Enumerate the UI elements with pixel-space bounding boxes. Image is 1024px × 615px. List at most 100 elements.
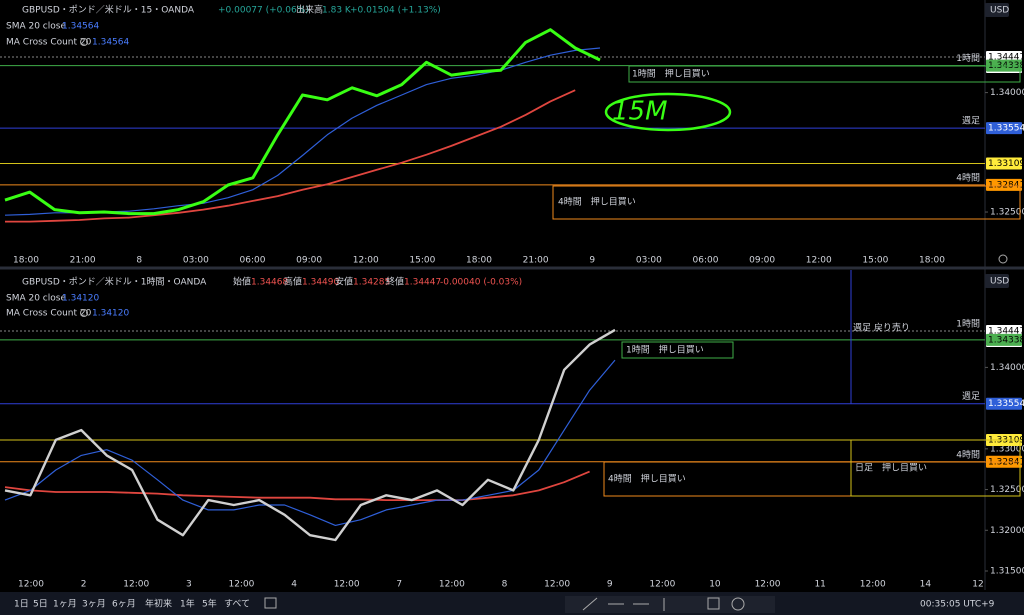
level-name: 4時間 [956, 172, 980, 183]
tool-icon[interactable] [707, 597, 720, 610]
x-tick-label: 4 [291, 580, 297, 590]
hide-icon[interactable] [80, 38, 88, 46]
currency: USD [990, 277, 1009, 287]
range-button[interactable]: 年初来 [145, 598, 172, 610]
tool-icon[interactable] [582, 597, 598, 611]
x-tick-label: 14 [920, 580, 932, 590]
hide-icon[interactable] [80, 309, 88, 317]
high: 1.34490 [302, 278, 339, 288]
symbol-title: GBPUSD・ポンド／米ドル・15・OANDA [22, 4, 195, 16]
range-button[interactable]: 5日 [33, 599, 48, 610]
x-tick-label: 7 [396, 580, 402, 590]
open-label: 始値 [233, 276, 251, 288]
x-tick-label: 12 [972, 580, 983, 590]
price-tag [986, 333, 1022, 346]
drawing-tools [565, 596, 775, 613]
x-tick-label: 10 [709, 580, 721, 590]
level-name: 週足 [962, 116, 980, 127]
x-tick-label: 15:00 [409, 256, 435, 266]
annotation-box [628, 65, 1021, 83]
price-tag [986, 157, 1022, 170]
price-tag-label: 1.33109 [988, 159, 1024, 169]
price-tag-label: 1.33554 [988, 124, 1024, 134]
range-button[interactable]: 3ヶ月 [82, 599, 106, 610]
price-tag-label: 1.34338 [988, 335, 1024, 345]
price-tag-label: 1.34447 [988, 326, 1024, 336]
x-tick-label: 18:00 [919, 256, 945, 266]
y-tick-label: 1.32500 [990, 208, 1024, 218]
annotation-box [552, 185, 1021, 220]
high-label: 高値 [284, 276, 302, 288]
x-tick-label: 15:00 [862, 256, 888, 266]
ma-value: 1.34120 [92, 309, 129, 319]
ma-label: MA Cross Count 20 [6, 38, 92, 48]
annotation-text: 1時間 押し目買い [626, 344, 704, 356]
x-tick-label: 9 [589, 256, 595, 266]
y-tick-label: 1.34000 [990, 363, 1024, 373]
ma-value: 1.34564 [92, 38, 129, 48]
x-tick-label: 03:00 [636, 256, 662, 266]
price-line [4, 328, 616, 542]
annotation-text: 日足 押し目買い [855, 462, 927, 474]
annotation-box [850, 439, 1021, 497]
price-line [5, 89, 576, 223]
range-button[interactable]: 6ヶ月 [112, 599, 136, 610]
volume: 1.83 K [322, 6, 352, 16]
sma-label: SMA 20 close [6, 22, 66, 32]
x-tick-label: 8 [136, 256, 142, 266]
level-name: 1時間 [956, 53, 980, 64]
close: 1.34447 [404, 278, 441, 288]
annotation-box [621, 341, 734, 359]
range-button[interactable]: 5年 [202, 598, 217, 610]
price-tag [986, 178, 1022, 191]
x-tick-label: 18:00 [466, 256, 492, 266]
price-line [4, 470, 590, 501]
x-tick-label: 12:00 [18, 580, 44, 590]
symbol-title: GBPUSD・ポンド／米ドル・1時間・OANDA [22, 276, 207, 288]
range-button[interactable]: 1日 [14, 599, 29, 610]
x-tick-label: 12:00 [755, 580, 781, 590]
range-button[interactable]: 1ヶ月 [53, 599, 77, 610]
close-label: 終値 [386, 276, 404, 288]
tool-icon[interactable] [731, 597, 745, 611]
x-tick-label: 21:00 [70, 256, 96, 266]
date-picker[interactable] [264, 597, 277, 609]
x-tick-label: 12:00 [439, 580, 465, 590]
y-tick-label: 1.31500 [990, 566, 1024, 576]
x-tick-label: 12:00 [649, 580, 675, 590]
price-tag-label: 1.32841 [988, 180, 1024, 190]
tool-strip [565, 596, 775, 613]
x-tick-label: 18:00 [13, 256, 39, 266]
x-tick-label: 06:00 [693, 256, 719, 266]
settings-icon[interactable] [998, 254, 1008, 264]
low: 1.34285 [353, 278, 390, 288]
x-tick-label: 8 [502, 580, 508, 590]
sma-value: 1.34120 [62, 294, 99, 304]
x-tick-label: 2 [81, 580, 87, 590]
x-tick-label: 09:00 [296, 256, 322, 266]
sma-label: SMA 20 close [6, 294, 66, 304]
range-button[interactable]: 1年 [180, 598, 195, 610]
x-tick-label: 3 [186, 580, 192, 590]
currency-button[interactable] [985, 274, 1009, 288]
annotation-text: 15M [612, 97, 668, 127]
change: -0.00040 (-0.03%) [440, 278, 522, 288]
x-tick-label: 12:00 [123, 580, 149, 590]
sma-value: 1.34564 [62, 22, 99, 32]
x-tick-label: 03:00 [183, 256, 209, 266]
clock: 00:35:05 UTC+9 [920, 600, 995, 610]
currency: USD [990, 6, 1009, 16]
annotation-text: 4時間 押し目買い [558, 196, 636, 208]
range-button[interactable]: すべて [224, 599, 250, 610]
x-tick-label: 09:00 [749, 256, 775, 266]
currency-button[interactable] [985, 3, 1009, 17]
level-name: 4時間 [956, 449, 980, 460]
x-tick-label: 12:00 [228, 580, 254, 590]
x-tick-label: 21:00 [523, 256, 549, 266]
price-line [4, 28, 601, 216]
y-tick-label: 1.32000 [990, 526, 1024, 536]
low-label: 安値 [335, 276, 353, 288]
annotation-text: 4時間 押し目買い [608, 473, 686, 485]
